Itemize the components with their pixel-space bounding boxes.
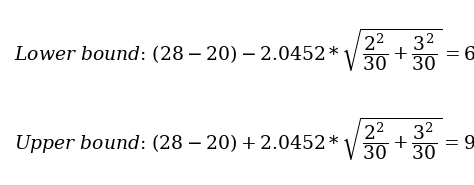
Text: $\it{Upper\ bound}$: $(28 - 20) + 2.0452 * \sqrt{\dfrac{2^2}{30}+\dfrac{3^2}{30}: $\it{Upper\ bound}$: $(28 - 20) + 2.0452…: [14, 115, 474, 162]
Text: $\it{Lower\ bound}$: $(28 - 20) - 2.0452 * \sqrt{\dfrac{2^2}{30}+\dfrac{3^2}{30}: $\it{Lower\ bound}$: $(28 - 20) - 2.0452…: [14, 26, 474, 73]
